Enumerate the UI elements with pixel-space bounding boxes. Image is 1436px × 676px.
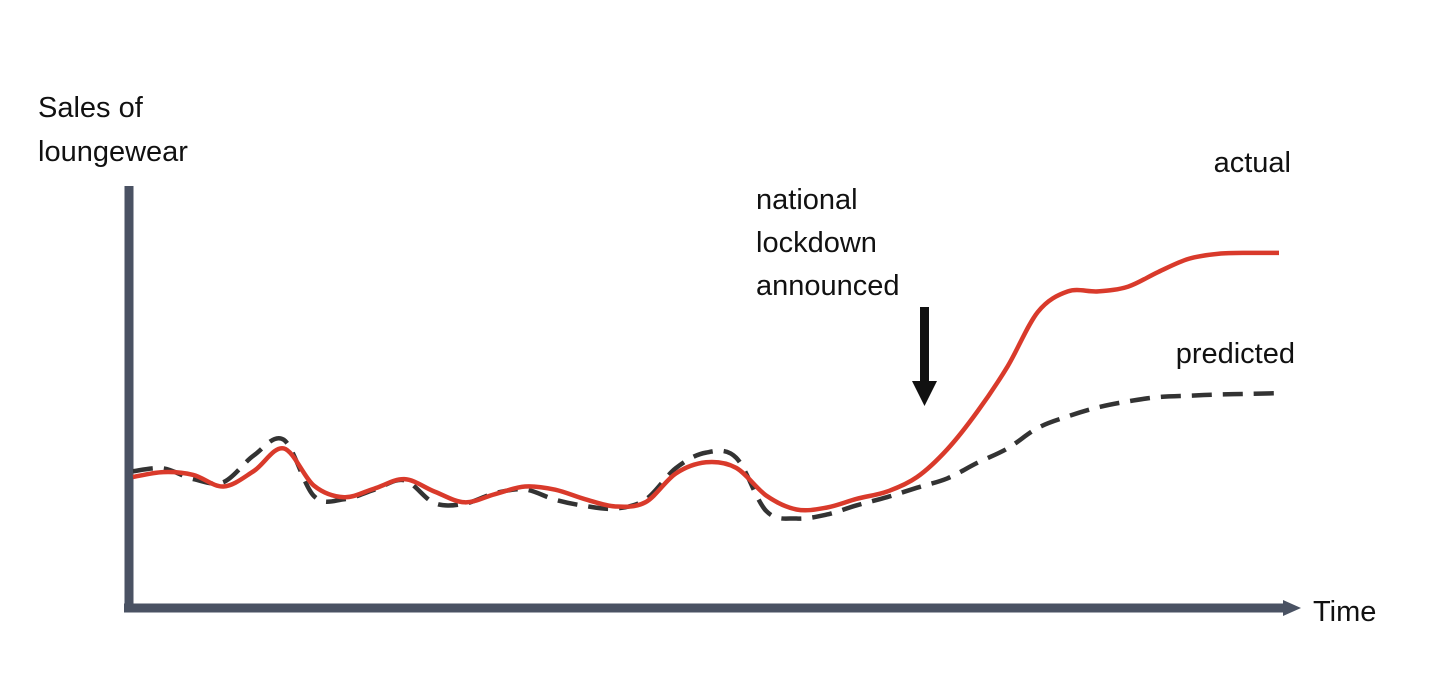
annotation-arrow-head — [912, 381, 937, 406]
annotation-text: national lockdown announced — [756, 184, 900, 302]
x-axis-arrowhead — [1283, 600, 1301, 616]
y-axis-label-line-2: loungewear — [38, 136, 188, 168]
x-axis-label: Time — [1313, 596, 1376, 628]
y-axis-label: Sales of loungewear — [38, 92, 188, 168]
series-label-predicted: predicted — [1176, 338, 1295, 370]
series-line-actual — [132, 250, 1280, 513]
annotation-line-3: announced — [756, 270, 900, 302]
annotation-arrow — [912, 307, 937, 406]
y-axis-label-line-1: Sales of — [38, 92, 144, 124]
series-line-predicted — [132, 390, 1280, 521]
series-label-actual: actual — [1214, 147, 1291, 179]
annotation-arrow-shaft — [920, 307, 929, 384]
annotation-line-2: lockdown — [756, 227, 877, 259]
annotation-line-1: national — [756, 184, 858, 216]
